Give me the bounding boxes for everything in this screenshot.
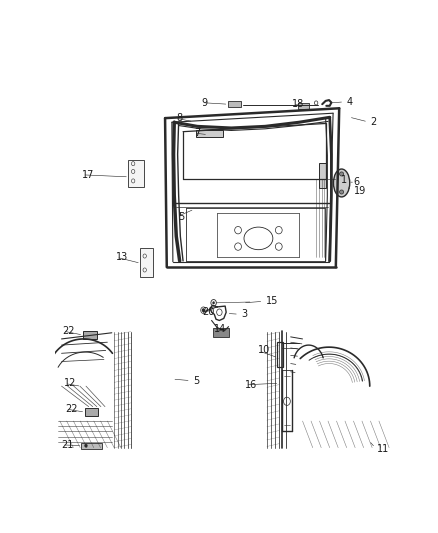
Text: 1: 1 [341, 175, 347, 185]
Bar [83, 330, 97, 339]
Text: 7: 7 [194, 128, 200, 138]
Ellipse shape [333, 169, 350, 197]
Bar [298, 103, 309, 109]
Text: 20: 20 [202, 307, 215, 317]
Text: 12: 12 [64, 378, 77, 388]
Bar [85, 408, 98, 416]
Bar [319, 163, 326, 188]
Ellipse shape [339, 190, 344, 194]
Bar [196, 130, 223, 137]
Bar [277, 342, 283, 367]
Text: 14: 14 [214, 324, 226, 334]
Bar [128, 160, 144, 187]
Text: 18: 18 [293, 99, 304, 109]
Text: 3: 3 [241, 309, 247, 319]
Ellipse shape [339, 172, 344, 176]
Text: 2: 2 [371, 117, 377, 127]
Text: 15: 15 [266, 296, 278, 306]
Circle shape [212, 302, 215, 304]
Text: 4: 4 [346, 96, 353, 107]
Text: 21: 21 [61, 440, 74, 450]
Text: 8: 8 [176, 113, 182, 123]
Text: 22: 22 [62, 326, 75, 336]
Bar [140, 248, 153, 277]
Text: 9: 9 [201, 98, 208, 108]
Bar [81, 443, 102, 448]
Text: 6: 6 [353, 177, 360, 187]
Text: 13: 13 [116, 252, 128, 262]
Text: 19: 19 [354, 186, 367, 196]
Text: 10: 10 [258, 345, 271, 356]
Text: 11: 11 [377, 444, 389, 454]
Text: 5: 5 [193, 376, 199, 386]
Bar [228, 101, 241, 107]
Circle shape [85, 444, 87, 447]
Circle shape [202, 309, 205, 311]
Text: 5: 5 [178, 212, 184, 222]
Text: 16: 16 [245, 380, 257, 390]
Text: 17: 17 [82, 170, 94, 180]
Text: 22: 22 [65, 403, 78, 414]
Bar [212, 328, 229, 337]
